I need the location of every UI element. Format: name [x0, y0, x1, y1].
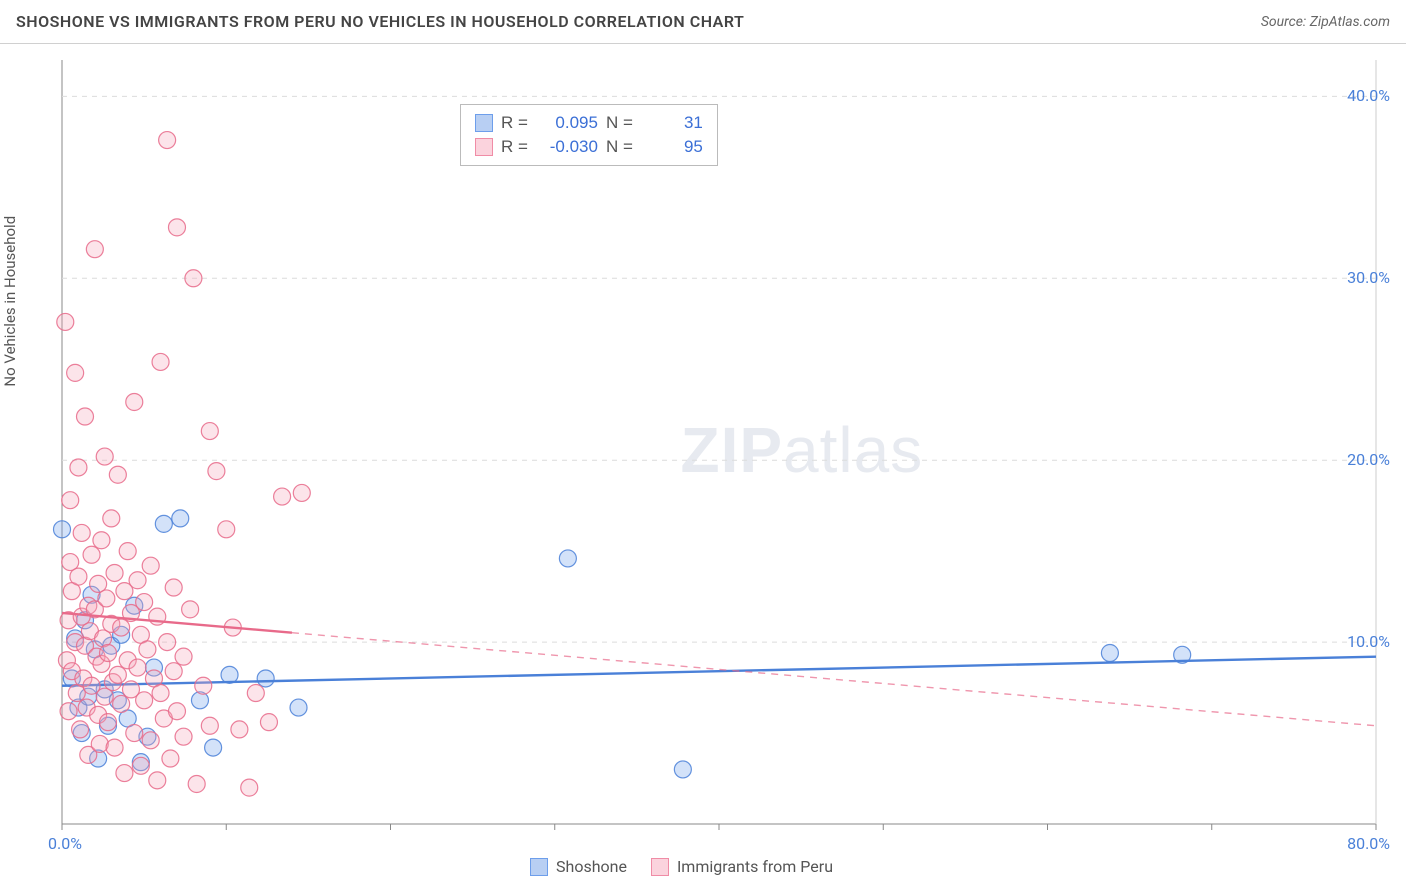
source-label: Source: ZipAtlas.com [1261, 14, 1390, 30]
legend-swatch [530, 858, 548, 876]
stat-r-label: R = [501, 113, 528, 133]
chart-container: No Vehicles in Household ZIPatlas R = 0.… [20, 44, 1396, 882]
legend-swatch [475, 138, 493, 156]
y-tick-label: 40.0% [1347, 86, 1390, 105]
stat-r-label: R = [501, 137, 528, 157]
legend-item: Shoshone [530, 857, 627, 876]
stats-legend: R = 0.095 N = 31 R = -0.030 N = 95 [460, 104, 718, 166]
bottom-legend: Shoshone Immigrants from Peru [530, 857, 833, 876]
chart-title: SHOSHONE VS IMMIGRANTS FROM PERU NO VEHI… [16, 12, 744, 31]
x-tick-label: 80.0% [1347, 834, 1390, 853]
legend-label: Shoshone [556, 857, 627, 876]
legend-label: Immigrants from Peru [677, 857, 833, 876]
legend-swatch [475, 114, 493, 132]
y-tick-label: 10.0% [1347, 632, 1390, 651]
stats-row: R = 0.095 N = 31 [475, 111, 703, 135]
stat-n-label: N = [606, 113, 633, 133]
y-axis-label: No Vehicles in Household [1, 216, 19, 387]
stat-n-value: 95 [643, 137, 703, 157]
legend-item: Immigrants from Peru [651, 857, 833, 876]
header-bar: SHOSHONE VS IMMIGRANTS FROM PERU NO VEHI… [0, 0, 1406, 44]
stat-r-value: -0.030 [538, 137, 598, 157]
y-tick-label: 30.0% [1347, 268, 1390, 287]
x-tick-label: 0.0% [48, 834, 82, 853]
scatter-plot [20, 44, 1396, 882]
stats-row: R = -0.030 N = 95 [475, 135, 703, 159]
stat-n-value: 31 [643, 113, 703, 133]
stat-r-value: 0.095 [538, 113, 598, 133]
y-tick-label: 20.0% [1347, 450, 1390, 469]
legend-swatch [651, 858, 669, 876]
stat-n-label: N = [606, 137, 633, 157]
